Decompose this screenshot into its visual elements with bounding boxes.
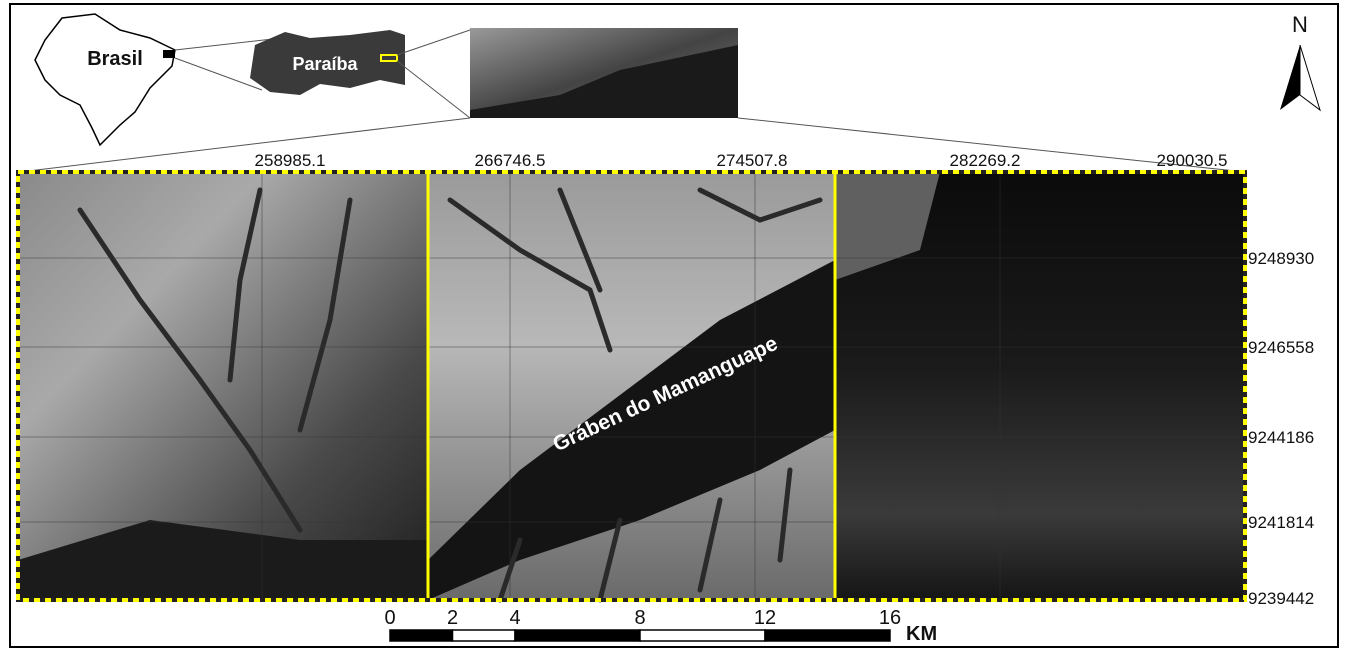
connector [175, 58, 262, 90]
paraiba-marker [163, 50, 175, 58]
north-arrow [1280, 45, 1300, 110]
scale-bar: 0 2 4 8 12 16 [384, 607, 901, 641]
x-coordinate: 282269.2 [950, 151, 1021, 170]
x-coordinate: 258985.1 [255, 151, 326, 170]
state-label: Paraíba [292, 54, 358, 74]
connector [20, 118, 470, 172]
north-label: N [1292, 12, 1308, 37]
figure: Brasil Paraíba N Gráben do Mamanguape 25… [0, 0, 1350, 650]
scale-segment [765, 630, 890, 641]
country-label: Brasil [87, 48, 143, 70]
y-coordinate: 9244186 [1248, 428, 1314, 447]
brazil-outline [35, 14, 175, 145]
x-coordinate: 266746.5 [475, 151, 546, 170]
connector [397, 61, 470, 118]
x-coordinate: 274507.8 [717, 151, 788, 170]
connector [397, 30, 470, 55]
y-coordinate: 9239442 [1248, 589, 1314, 608]
x-coordinate: 290030.5 [1157, 151, 1228, 170]
scale-segment [640, 630, 765, 641]
scale-tick-label: 0 [384, 607, 395, 629]
scale-tick-label: 8 [634, 607, 645, 629]
scale-segment [453, 630, 516, 641]
scale-segment [515, 630, 640, 641]
scale-tick-label: 4 [509, 607, 520, 629]
y-coordinate: 9241814 [1248, 513, 1314, 532]
scale-tick-label: 16 [879, 607, 901, 629]
y-coordinate: 9246558 [1248, 338, 1314, 357]
scale-tick-label: 2 [447, 607, 458, 629]
scale-segment [390, 630, 453, 641]
y-coordinate: 9248930 [1248, 249, 1314, 268]
scale-tick-label: 12 [754, 607, 776, 629]
north-arrow [1300, 45, 1320, 110]
scale-unit: KM [906, 623, 937, 645]
